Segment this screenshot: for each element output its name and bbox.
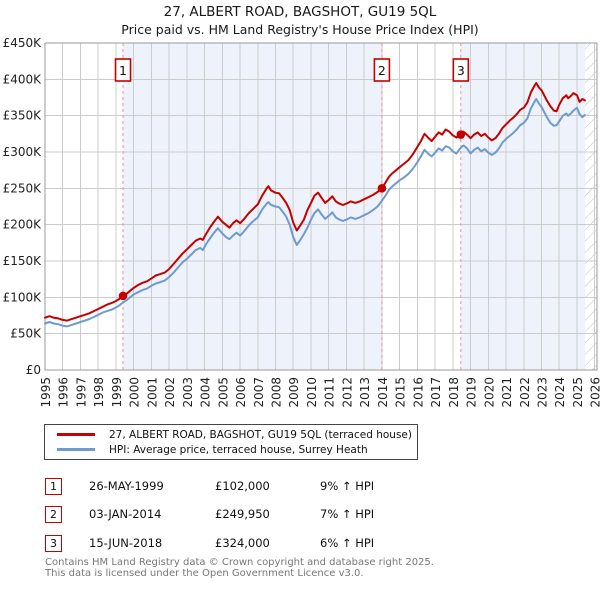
y-axis-tick-label: £250K — [3, 181, 43, 195]
future-hatch-region — [584, 43, 597, 370]
sale-1-number-badge: 1 — [45, 478, 62, 495]
x-axis-tick-label: 2000 — [128, 377, 142, 408]
x-axis-tick-label: 2010 — [305, 377, 319, 408]
x-axis-tick-label: 2025 — [571, 377, 585, 408]
sale-marker-label: 2 — [378, 63, 386, 78]
x-axis-tick-label: 2026 — [589, 377, 600, 408]
x-axis-tick-label: 2002 — [163, 377, 177, 408]
x-axis-tick-label: 2007 — [252, 377, 266, 408]
x-axis-tick-label: 2014 — [376, 377, 390, 408]
x-axis-tick-label: 2004 — [199, 377, 213, 408]
x-axis-tick-label: 2008 — [270, 377, 284, 408]
x-axis-tick-label: 2022 — [518, 377, 532, 408]
x-axis-tick-label: 2015 — [394, 377, 408, 408]
legend-label-hpi: HPI: Average price, terraced house, Surr… — [109, 443, 368, 456]
property-line-swatch — [57, 433, 95, 436]
x-axis-tick-label: 1997 — [74, 377, 88, 408]
x-axis-tick-label: 1998 — [92, 377, 106, 408]
x-axis-tick-label: 2021 — [500, 377, 514, 408]
sale-marker-label: 1 — [119, 63, 127, 78]
sale-1-price: £102,000 — [215, 479, 270, 493]
sale-point-dot — [456, 130, 466, 139]
sale-row-3: 3 15-JUN-2018 £324,000 6% ↑ HPI — [45, 535, 585, 552]
y-axis-tick-label: £450K — [3, 36, 43, 50]
gridlines — [44, 42, 597, 371]
sale-marker-label: 3 — [457, 63, 465, 78]
legend: 27, ALBERT ROAD, BAGSHOT, GU19 5QL (terr… — [44, 424, 418, 460]
sale-marker-box — [114, 58, 132, 82]
hpi-line-swatch — [57, 448, 95, 451]
sale-row-2: 2 03-JAN-2014 £249,950 7% ↑ HPI — [45, 506, 585, 523]
legend-item-hpi: HPI: Average price, terraced house, Surr… — [45, 442, 417, 457]
chart-subtitle: Price paid vs. HM Land Registry's House … — [121, 22, 479, 37]
y-axis-tick-label: £200K — [3, 218, 43, 232]
x-axis-tick-label: 2001 — [145, 377, 159, 408]
x-axis-tick-label: 2019 — [465, 377, 479, 408]
y-axis-tick-label: £0 — [26, 363, 41, 377]
sale-2-hpi-delta: 7% ↑ HPI — [320, 507, 375, 521]
ownership-band — [460, 43, 585, 370]
footer-licence: This data is licensed under the Open Gov… — [45, 568, 364, 579]
sale-marker-box — [373, 58, 391, 82]
x-axis-tick-label: 2016 — [411, 377, 425, 408]
x-axis-tick-label: 2020 — [482, 377, 496, 408]
x-axis-tick-label: 1995 — [39, 377, 53, 408]
sale-1-hpi-delta: 9% ↑ HPI — [320, 479, 375, 493]
x-axis-tick-label: 2023 — [535, 377, 549, 408]
hpi-line — [44, 98, 586, 328]
plot-border — [44, 42, 598, 371]
y-axis-tick-label: £400K — [3, 72, 43, 86]
page-title: 27, ALBERT ROAD, BAGSHOT, GU19 5QL — [163, 4, 437, 20]
y-axis-tick-label: £300K — [3, 145, 43, 159]
sale-3-date: 15-JUN-2018 — [89, 536, 163, 550]
y-axis-tick-label: £100K — [3, 290, 43, 304]
x-axis-tick-label: 2003 — [181, 377, 195, 408]
y-axis-tick-label: £350K — [3, 109, 43, 123]
sale-3-hpi-delta: 6% ↑ HPI — [320, 536, 375, 550]
legend-item-property: 27, ALBERT ROAD, BAGSHOT, GU19 5QL (terr… — [45, 427, 417, 442]
sale-point-dot — [118, 291, 128, 301]
x-axis-tick-label: 2006 — [234, 377, 248, 408]
x-axis-tick-label: 1999 — [110, 377, 124, 408]
sale-2-price: £249,950 — [215, 507, 270, 521]
sale-marker-box — [452, 58, 470, 82]
footer-copyright: Contains HM Land Registry data © Crown c… — [45, 557, 434, 568]
sale-3-number-badge: 3 — [45, 535, 62, 552]
ownership-band — [123, 43, 382, 370]
x-axis-tick-label: 2005 — [216, 377, 230, 408]
x-axis-tick-label: 2017 — [429, 377, 443, 408]
x-axis-tick-label: 2011 — [323, 377, 337, 408]
x-axis-tick-label: 2009 — [287, 377, 301, 408]
x-axis-tick-label: 1996 — [57, 377, 71, 408]
price-chart: 1 2 3 £0 £50K £100K £150K £200K £250K £300K £350K £… — [3, 36, 600, 408]
y-axis-tick-label: £150K — [3, 254, 43, 268]
sale-2-date: 03-JAN-2014 — [89, 507, 162, 521]
price-paid-line — [44, 82, 586, 322]
x-axis-tick-label: 2024 — [553, 377, 567, 408]
x-axis-tick-label: 2012 — [340, 377, 354, 408]
sale-3-price: £324,000 — [215, 536, 270, 550]
x-axis-tick-label: 2013 — [358, 377, 372, 408]
sale-point-dot — [377, 184, 387, 193]
sale-row-1: 1 26-MAY-1999 £102,000 9% ↑ HPI — [45, 478, 585, 495]
sale-2-number-badge: 2 — [45, 506, 62, 523]
sale-1-date: 26-MAY-1999 — [89, 479, 164, 493]
y-axis-tick-label: £50K — [10, 327, 42, 341]
x-axis-tick-label: 2018 — [447, 377, 461, 408]
legend-label-property: 27, ALBERT ROAD, BAGSHOT, GU19 5QL (terr… — [109, 428, 412, 441]
